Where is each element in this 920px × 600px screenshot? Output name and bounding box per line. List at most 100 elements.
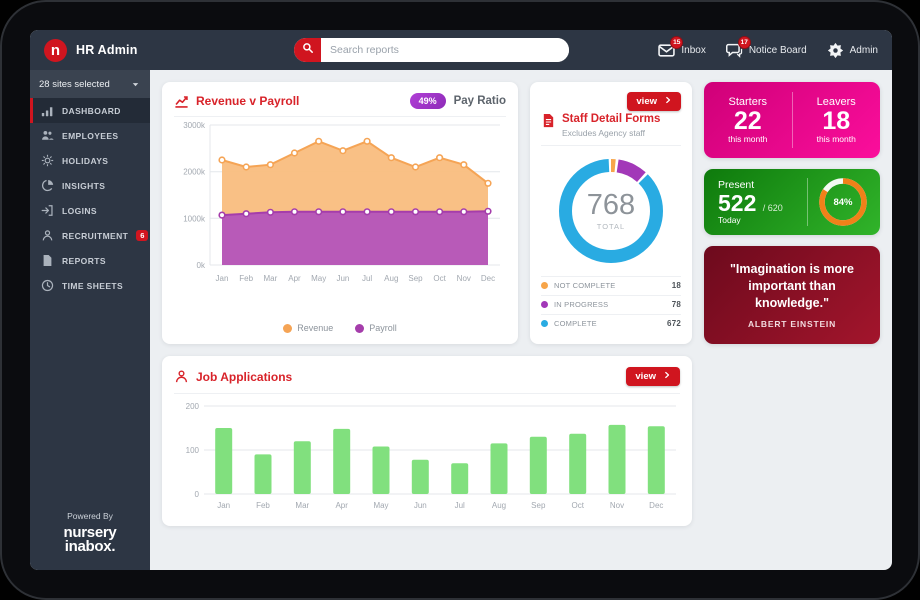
svg-text:Jun: Jun bbox=[336, 274, 349, 283]
right-column: Starters 22 this month Leavers 18 this m… bbox=[704, 82, 880, 344]
svg-text:Jul: Jul bbox=[362, 274, 372, 283]
starters-leavers-card: Starters 22 this month Leavers 18 this m… bbox=[704, 82, 880, 158]
people-icon bbox=[41, 129, 54, 142]
present-percent: 84% bbox=[833, 196, 853, 208]
present-today-card: Present 522 / 620 Today 84% bbox=[704, 169, 880, 235]
revenue-chart: 0k 1000k 2000k 3000k Jan Feb Mar Apr May Jun Jul Au… bbox=[174, 117, 506, 323]
staff-total-value: 768 bbox=[586, 188, 636, 221]
chat-bubbles-icon: 17 bbox=[725, 35, 751, 59]
svg-text:Dec: Dec bbox=[649, 501, 663, 510]
quote-text: "Imagination is more important than know… bbox=[729, 262, 854, 310]
sidebar-item-holidays[interactable]: HOLIDAYS bbox=[30, 148, 150, 173]
staff-card-title: Staff Detail Forms bbox=[562, 113, 661, 125]
inbox-badge: 15 bbox=[670, 35, 684, 49]
present-ring-chart: 84% bbox=[816, 175, 870, 229]
svg-text:Aug: Aug bbox=[384, 274, 398, 283]
jobs-card-title: Job Applications bbox=[196, 369, 293, 384]
pay-ratio-badge: 49% bbox=[409, 93, 446, 109]
sidebar-item-reports[interactable]: REPORTS bbox=[30, 248, 150, 273]
svg-text:Nov: Nov bbox=[457, 274, 471, 283]
main-column: Revenue v Payroll 49% Pay Ratio 0k 1000k 2… bbox=[162, 82, 692, 558]
svg-text:Apr: Apr bbox=[335, 501, 348, 510]
sidebar-item-insights[interactable]: INSIGHTS bbox=[30, 173, 150, 198]
svg-text:Apr: Apr bbox=[288, 274, 301, 283]
svg-text:Dec: Dec bbox=[481, 274, 495, 283]
revenue-legend: Revenue Payroll bbox=[174, 323, 506, 333]
search-input[interactable] bbox=[321, 38, 569, 62]
main-content: Revenue v Payroll 49% Pay Ratio 0k 1000k 2… bbox=[150, 70, 892, 570]
chevron-right-icon bbox=[664, 96, 672, 107]
inbox-label: Inbox bbox=[681, 44, 706, 56]
svg-text:Feb: Feb bbox=[256, 501, 270, 510]
leavers-value: 18 bbox=[822, 106, 851, 135]
notice-board-label: Notice Board bbox=[748, 44, 807, 56]
envelope-icon: 15 bbox=[658, 35, 684, 59]
legend-revenue: Revenue bbox=[283, 323, 333, 333]
sites-selector[interactable]: 28 sites selected bbox=[30, 70, 150, 98]
app-screen: n HR Admin 15 Inbox 17 Notice Board bbox=[30, 30, 892, 570]
svg-text:200: 200 bbox=[186, 402, 200, 411]
job-applications-card: Job Applications view 0 100 200 Jan Feb Mar Ap… bbox=[162, 356, 692, 526]
revenue-card-title: Revenue v Payroll bbox=[196, 94, 300, 108]
svg-text:Feb: Feb bbox=[239, 274, 253, 283]
document-icon bbox=[41, 254, 54, 267]
svg-text:Oct: Oct bbox=[433, 274, 446, 283]
powered-by-label: Powered By bbox=[67, 510, 113, 521]
jobs-chart: 0 100 200 Jan Feb Mar Apr May Jun Jul Aug Sep Oct Nov… bbox=[174, 398, 680, 519]
chevron-right-icon bbox=[663, 371, 671, 382]
bar-chart-icon bbox=[41, 104, 54, 117]
nursery-in-a-box-logo: nursery inabox. bbox=[63, 523, 117, 555]
svg-text:May: May bbox=[373, 501, 388, 510]
notice-board-badge: 17 bbox=[737, 35, 751, 49]
topbar-actions: 15 Inbox 17 Notice Board Admin bbox=[658, 35, 878, 59]
svg-text:Aug: Aug bbox=[492, 501, 506, 510]
admin-menu-button[interactable]: Admin bbox=[827, 42, 878, 59]
starters-value: 22 bbox=[733, 106, 762, 135]
svg-text:Nov: Nov bbox=[610, 501, 624, 510]
sidebar-item-dashboard[interactable]: DASHBOARD bbox=[30, 98, 150, 123]
search-bar[interactable] bbox=[294, 38, 569, 62]
pie-chart-icon bbox=[41, 179, 54, 192]
clock-icon bbox=[41, 279, 54, 292]
revenue-card-header: Revenue v Payroll 49% Pay Ratio bbox=[174, 93, 506, 117]
inbox-button[interactable]: 15 Inbox bbox=[658, 35, 706, 59]
svg-text:Jan: Jan bbox=[216, 274, 229, 283]
svg-text:0k: 0k bbox=[197, 261, 206, 270]
sidebar-item-logins[interactable]: LOGINS bbox=[30, 198, 150, 223]
line-chart-icon bbox=[174, 94, 189, 109]
staff-detail-forms-card: view Staff Detail Forms Excludes Agency … bbox=[530, 82, 692, 344]
sidebar-item-recruitment[interactable]: RECRUITMENT 6 bbox=[30, 223, 150, 248]
brand-logo-icon: n bbox=[44, 38, 67, 62]
present-value: 522 / 620 bbox=[718, 189, 783, 216]
sidebar-item-employees[interactable]: EMPLOYEES bbox=[30, 123, 150, 148]
svg-text:2000k: 2000k bbox=[183, 168, 206, 177]
sites-selector-label: 28 sites selected bbox=[39, 78, 110, 90]
svg-text:May: May bbox=[311, 274, 326, 283]
gear-icon bbox=[827, 42, 844, 59]
staff-total-label: TOTAL bbox=[596, 221, 626, 231]
pay-ratio-label: Pay Ratio bbox=[453, 95, 506, 107]
search-button[interactable] bbox=[294, 38, 321, 62]
staff-legend-row: NOT COMPLETE 18 bbox=[541, 275, 681, 295]
svg-text:1000k: 1000k bbox=[183, 214, 206, 223]
quote-card: "Imagination is more important than know… bbox=[704, 246, 880, 344]
admin-label: Admin bbox=[849, 44, 878, 56]
staff-legend: NOT COMPLETE 18 IN PROGRESS 78 COMPLETE 672 bbox=[541, 275, 681, 333]
person-icon bbox=[174, 369, 189, 384]
svg-text:Sep: Sep bbox=[408, 274, 423, 283]
revenue-payroll-card: Revenue v Payroll 49% Pay Ratio 0k 1000k 2… bbox=[162, 82, 518, 344]
sidebar-item-time-sheets[interactable]: TIME SHEETS bbox=[30, 273, 150, 298]
jobs-view-button[interactable]: view bbox=[626, 367, 680, 386]
sidebar: 28 sites selected DASHBOARD EMPLOYEES HOLI… bbox=[30, 70, 150, 570]
legend-payroll: Payroll bbox=[355, 323, 397, 333]
staff-legend-row: COMPLETE 672 bbox=[541, 313, 681, 333]
present-total: / 620 bbox=[762, 202, 783, 213]
svg-text:Sep: Sep bbox=[531, 501, 546, 510]
staff-view-button[interactable]: view bbox=[627, 92, 681, 111]
svg-text:Jan: Jan bbox=[217, 501, 230, 510]
login-icon bbox=[41, 204, 54, 217]
notice-board-button[interactable]: 17 Notice Board bbox=[725, 35, 807, 59]
sidebar-menu: DASHBOARD EMPLOYEES HOLIDAYS INSIGHTS LOGINS… bbox=[30, 98, 150, 298]
